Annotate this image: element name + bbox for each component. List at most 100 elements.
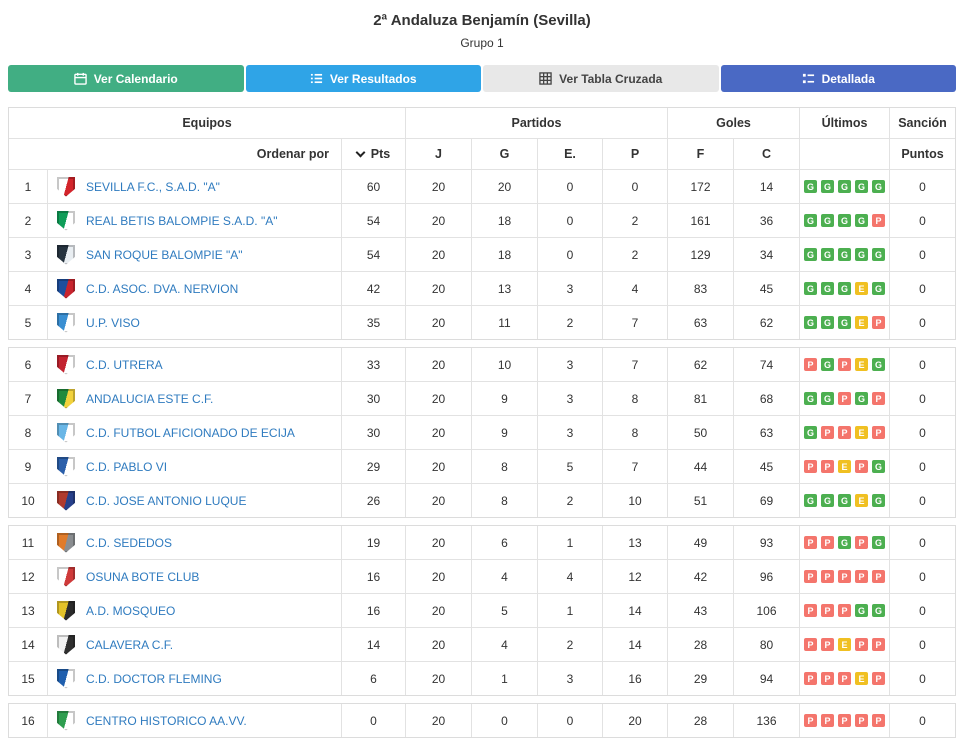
result-badge-g: G (804, 426, 817, 439)
team-link[interactable]: REAL BETIS BALOMPIE S.A.D. "A" (86, 213, 278, 228)
c-cell: 62 (733, 306, 799, 339)
team-link[interactable]: C.D. UTRERA (86, 357, 163, 372)
header-col-c[interactable]: C (733, 139, 799, 169)
tab-detallada[interactable]: Detallada (720, 65, 956, 92)
result-badge-p: P (872, 392, 885, 405)
pts-cell: 0 (341, 704, 405, 737)
e-cell: 4 (537, 560, 602, 593)
f-cell: 49 (667, 526, 733, 559)
table-row: 3 SAN ROQUE BALOMPIE "A" 54 20 18 0 2 129 34 G G G G… (9, 237, 955, 271)
g-cell: 4 (471, 560, 537, 593)
c-cell: 69 (733, 484, 799, 517)
team-link[interactable]: C.D. DOCTOR FLEMING (86, 671, 222, 686)
result-badge-g: G (855, 604, 868, 617)
position-cell: 10 (21, 493, 35, 508)
result-badge-p: P (872, 214, 885, 227)
e-cell: 0 (537, 238, 602, 271)
result-badge-p: P (804, 460, 817, 473)
f-cell: 83 (667, 272, 733, 305)
g-cell: 11 (471, 306, 537, 339)
j-cell: 20 (405, 306, 471, 339)
position-cell: 3 (24, 247, 32, 262)
header-puntos: Puntos (889, 139, 955, 169)
header-ultimos: Últimos (799, 108, 889, 138)
result-badge-g: G (821, 494, 834, 507)
team-link[interactable]: U.P. VISO (86, 315, 140, 330)
result-badge-e: E (855, 316, 868, 329)
result-badge-g: G (855, 214, 868, 227)
pts-cell: 30 (341, 382, 405, 415)
team-link[interactable]: OSUNA BOTE CLUB (86, 569, 200, 584)
table-row: 9 C.D. PABLO VI 29 20 8 5 7 44 45 P P E P G 0 (9, 449, 955, 483)
result-badge-g: G (838, 494, 851, 507)
result-badge-g: G (804, 282, 817, 295)
header-col-e[interactable]: E. (537, 139, 602, 169)
result-badge-g: G (838, 248, 851, 261)
j-cell: 20 (405, 272, 471, 305)
result-badge-g: G (821, 316, 834, 329)
header-col-j[interactable]: J (405, 139, 471, 169)
f-cell: 50 (667, 416, 733, 449)
result-badge-g: G (855, 392, 868, 405)
result-badge-g: G (821, 358, 834, 371)
table-row: 7 ANDALUCIA ESTE C.F. 30 20 9 3 8 81 68 G G P G P 0 (9, 381, 955, 415)
j-cell: 20 (405, 560, 471, 593)
f-cell: 42 (667, 560, 733, 593)
result-badge-g: G (872, 358, 885, 371)
j-cell: 20 (405, 594, 471, 627)
group-subtitle: Grupo 1 (460, 36, 504, 50)
view-tabs: Ver Calendario Ver Resultados Ver Tabla Cr… (8, 65, 956, 92)
team-link[interactable]: ANDALUCIA ESTE C.F. (86, 391, 214, 406)
sancion-cell: 0 (889, 594, 955, 627)
p-cell: 4 (602, 272, 667, 305)
pts-cell: 6 (341, 662, 405, 695)
result-badge-p: P (855, 714, 868, 727)
header-col-p[interactable]: P (602, 139, 667, 169)
team-link[interactable]: CALAVERA C.F. (86, 637, 174, 652)
team-crest-icon (57, 456, 75, 477)
team-link[interactable]: C.D. PABLO VI (86, 459, 168, 474)
team-link[interactable]: C.D. JOSE ANTONIO LUQUE (86, 493, 247, 508)
team-link[interactable]: C.D. SEDEDOS (86, 535, 173, 550)
result-badge-p: P (821, 672, 834, 685)
result-badge-g: G (872, 282, 885, 295)
p-cell: 8 (602, 416, 667, 449)
team-crest-icon (57, 710, 75, 731)
p-cell: 7 (602, 450, 667, 483)
team-link[interactable]: SEVILLA F.C., S.A.D. "A" (86, 179, 220, 194)
pts-cell: 16 (341, 594, 405, 627)
position-cell: 8 (24, 425, 32, 440)
team-cell: C.D. DOCTOR FLEMING (47, 662, 341, 695)
header-col-g[interactable]: G (471, 139, 537, 169)
team-cell: C.D. ASOC. DVA. NERVION (47, 272, 341, 305)
header-col-f[interactable]: F (667, 139, 733, 169)
tab-ver-calendario[interactable]: Ver Calendario (8, 65, 244, 92)
tab-ver-resultados[interactable]: Ver Resultados (245, 65, 481, 92)
result-badge-g: G (855, 180, 868, 193)
result-badge-e: E (855, 494, 868, 507)
result-badge-p: P (872, 672, 885, 685)
team-link[interactable]: SAN ROQUE BALOMPIE "A" (86, 247, 243, 262)
team-link[interactable]: A.D. MOSQUEO (86, 603, 176, 618)
team-link[interactable]: C.D. ASOC. DVA. NERVION (86, 281, 239, 296)
result-badge-g: G (872, 494, 885, 507)
team-crest-icon (57, 278, 75, 299)
result-badge-p: P (804, 604, 817, 617)
sancion-cell: 0 (889, 382, 955, 415)
team-link[interactable]: C.D. FUTBOL AFICIONADO DE ECIJA (86, 425, 295, 440)
team-link[interactable]: CENTRO HISTORICO AA.VV. (86, 713, 247, 728)
e-cell: 0 (537, 204, 602, 237)
e-cell: 2 (537, 484, 602, 517)
tab-ver-tabla-cruzada[interactable]: Ver Tabla Cruzada (483, 65, 719, 92)
result-badge-g: G (838, 536, 851, 549)
header-pts-sort[interactable]: Pts (341, 139, 405, 169)
team-crest-icon (57, 600, 75, 621)
result-badge-p: P (821, 604, 834, 617)
p-cell: 14 (602, 628, 667, 661)
result-badge-g: G (838, 214, 851, 227)
